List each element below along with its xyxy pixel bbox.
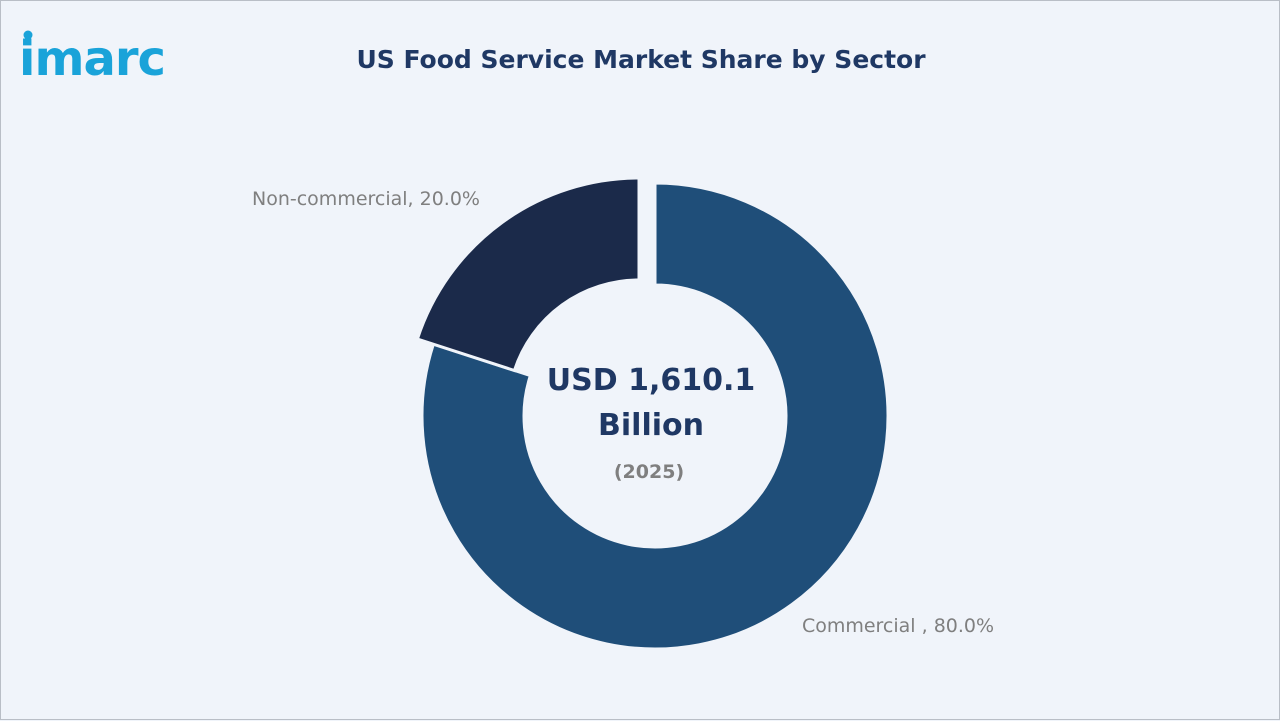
label-non-commercial: Non-commercial, 20.0% [252, 188, 480, 210]
slice-non-commercial [415, 176, 641, 373]
label-commercial: Commercial , 80.0% [802, 615, 994, 637]
center-total-unit: Billion [598, 408, 704, 443]
donut-slices [415, 176, 890, 651]
center-total-value: USD 1,610.1 [547, 363, 755, 398]
logo-text: imarc [19, 31, 165, 83]
chart-title: US Food Service Market Share by Sector [356, 45, 926, 74]
slice-commercial [420, 181, 890, 651]
logo-i-dot [23, 30, 33, 40]
imarc-logo: imarc [19, 30, 166, 83]
center-year: (2025) [614, 461, 684, 483]
